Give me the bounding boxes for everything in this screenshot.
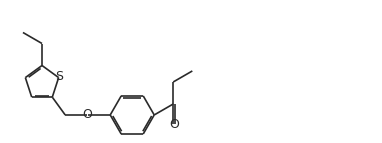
Text: O: O [169, 118, 179, 131]
Text: O: O [82, 108, 92, 121]
Text: S: S [55, 70, 63, 83]
